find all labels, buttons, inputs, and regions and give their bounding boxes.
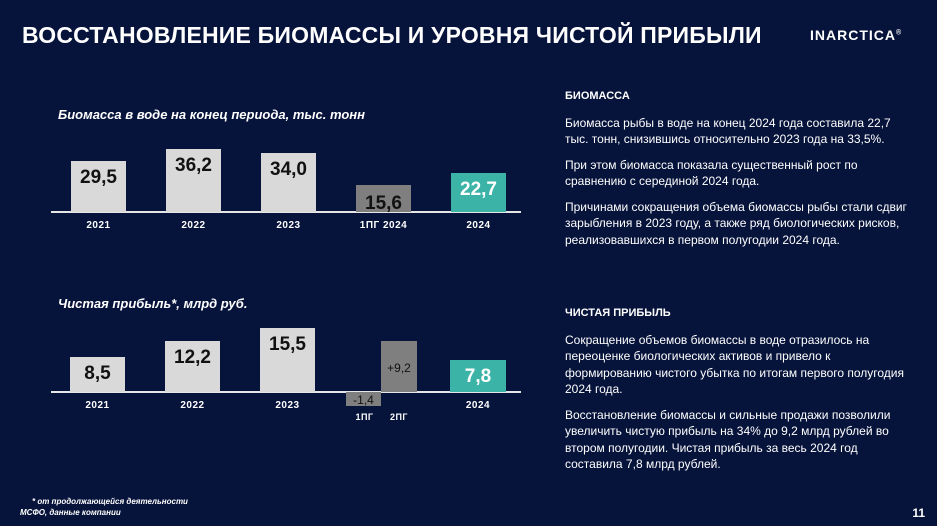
x-tick-label: 2022 — [181, 220, 206, 231]
biomass-section: БИОМАССА Биомасса рыбы в воде на конец 2… — [565, 88, 915, 257]
x-tick-label: 1ПГ — [355, 412, 374, 422]
footnote-source: МСФО, данные компании — [20, 508, 121, 517]
biomass-paragraph: Биомасса рыбы в воде на конец 2024 года … — [565, 115, 891, 147]
biomass-axis-line — [51, 211, 521, 213]
bar: 29,5 — [71, 160, 126, 212]
bar: 22,7 — [451, 172, 506, 212]
profit-paragraph: Сокращение объемов биомассы в воде отраз… — [565, 332, 904, 397]
profit-chart-title: Чистая прибыль*, млрд руб. — [58, 296, 248, 311]
x-tick-label: 2ПГ — [389, 412, 409, 422]
data-label: -1,4 — [353, 393, 374, 407]
bar: 7,8 — [450, 359, 506, 392]
bar: 15,6 — [356, 184, 411, 214]
data-label: 8,5 — [84, 362, 111, 384]
profit-heading: ЧИСТАЯ ПРИБЫЛЬ — [565, 307, 671, 319]
biomass-paragraph: При этом биомасса показала существенный … — [565, 157, 858, 189]
bar: 12,2 — [165, 341, 220, 392]
x-tick-label: 2021 — [85, 400, 110, 411]
data-label: 36,2 — [175, 155, 212, 176]
footnote: * от продолжающейся деятельности МСФО, д… — [20, 496, 188, 518]
x-tick-label: 2021 — [86, 220, 111, 231]
biomass-paragraph: Причинами сокращения объема биомассы рыб… — [565, 199, 907, 247]
bar: 34,0 — [261, 152, 316, 212]
biomass-heading: БИОМАССА — [565, 90, 630, 102]
data-label: 34,0 — [270, 158, 307, 180]
page-title: ВОССТАНОВЛЕНИЕ БИОМАССЫ И УРОВНЯ ЧИСТОЙ … — [22, 22, 762, 48]
bar: -1,4 — [346, 392, 381, 407]
data-label: 22,7 — [460, 178, 497, 200]
logo-text: INARCTICA — [810, 27, 896, 43]
x-tick-label: 2023 — [276, 220, 301, 231]
bar: +9,2 — [381, 341, 417, 392]
profit-paragraph: Восстановление биомассы и сильные продаж… — [565, 407, 891, 472]
biomass-chart: 29,5 2021 36,2 2022 34,0 2023 15,6 1ПГ 2024 22,7… — [51, 149, 521, 231]
x-tick-label: 2023 — [275, 400, 300, 411]
data-label: 15,5 — [269, 333, 306, 355]
data-label: 15,6 — [365, 192, 402, 214]
bar: 15,5 — [260, 327, 315, 392]
bar: 8,5 — [70, 356, 125, 392]
x-tick-label: 2024 — [465, 400, 491, 411]
bar: 36,2 — [166, 149, 221, 212]
profit-chart: 8,5 2021 12,2 2022 15,5 2023 -1,4 1ПГ +9,2 2ПГ 7,8… — [51, 327, 521, 422]
logo-mark: ® — [896, 29, 903, 37]
data-label: 29,5 — [80, 166, 117, 188]
x-tick-label: 1ПГ 2024 — [359, 220, 408, 231]
profit-section: ЧИСТАЯ ПРИБЫЛЬ Сокращение объемов биомас… — [565, 305, 915, 482]
x-tick-label: 2022 — [180, 400, 205, 411]
footnote-asterisk: * от продолжающейся деятельности — [32, 497, 188, 506]
profit-axis-line — [51, 391, 521, 393]
biomass-chart-title: Биомасса в воде на конец периода, тыс. т… — [58, 107, 365, 122]
x-tick-label: 2024 — [466, 220, 491, 231]
page-number: 11 — [912, 506, 925, 520]
data-label: 7,8 — [464, 365, 492, 387]
company-logo: INARCTICA® — [810, 27, 902, 43]
data-label: +9,2 — [387, 361, 411, 375]
data-label: 12,2 — [174, 347, 211, 369]
